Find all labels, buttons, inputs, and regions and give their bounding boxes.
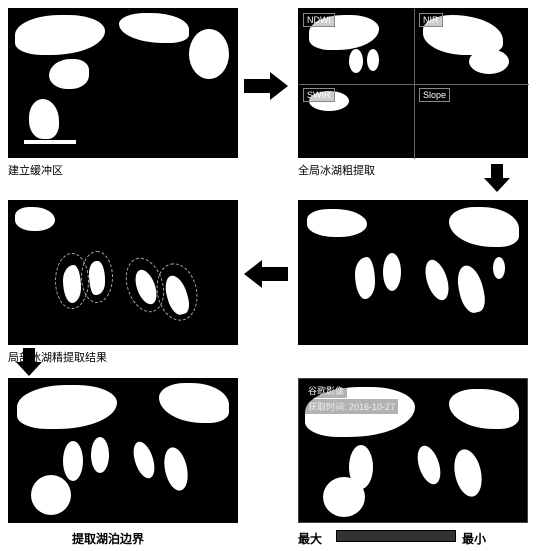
legend-min: 最小: [462, 530, 486, 547]
overlay-title: 谷歌影像: [305, 383, 347, 398]
arrow-left-1: [244, 260, 288, 288]
overlay-date: 获取时间: 2016-10-27: [305, 399, 398, 414]
panel-top-left: [8, 8, 238, 158]
arrow-right-1: [244, 72, 288, 100]
caption-bottom-left: 提取湖泊边界: [72, 530, 144, 547]
label-top-right: 全局冰湖粗提取: [298, 162, 375, 178]
arrow-down-1: [484, 164, 510, 192]
quad-label-slope: Slope: [419, 88, 450, 102]
legend-swatch: [336, 530, 456, 542]
scale-bar: [23, 139, 77, 145]
legend-max: 最大: [298, 530, 322, 547]
label-top-left: 建立缓冲区: [8, 162, 63, 178]
quad-label-swir: SWIR: [303, 88, 335, 102]
quad-label-ndwi: NDWI: [303, 13, 335, 27]
panel-mid-left: [8, 200, 238, 345]
panel-bottom-right: 谷歌影像 获取时间: 2016-10-27: [298, 378, 528, 523]
arrow-down-2: [16, 348, 42, 376]
overlay-date-value: 2016-10-27: [349, 402, 395, 412]
overlay-date-label: 获取时间:: [308, 402, 347, 412]
panel-top-right: NDWI NIR SWIR Slope: [298, 8, 528, 158]
quad-label-nir: NIR: [419, 13, 443, 27]
panel-bottom-left: [8, 378, 238, 523]
panel-mid-right: [298, 200, 528, 345]
